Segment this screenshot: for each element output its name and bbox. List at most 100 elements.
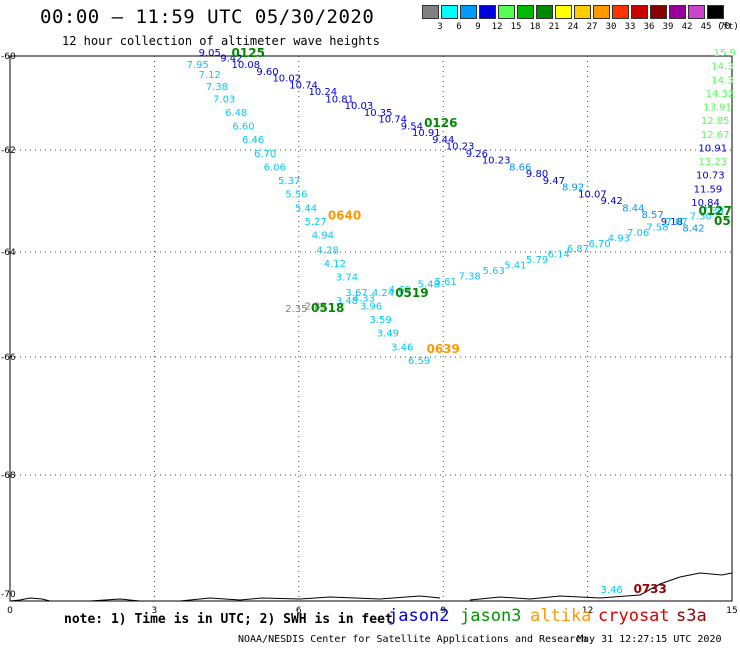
y-tick-label: -62 [1, 146, 16, 156]
swh-value-label: 7.03 [213, 94, 235, 105]
swh-value-label: 10.73 [696, 171, 725, 182]
legend-swatch-36 [631, 5, 648, 19]
legend-swatch-15 [498, 5, 515, 19]
footer-note: note: 1) Time is in UTC; 2) SWH is in fe… [64, 612, 393, 627]
satellite-label-jason3: jason3 [460, 606, 522, 626]
swh-value-label: 5.48 [418, 280, 440, 291]
y-tick-label: -68 [1, 471, 16, 481]
legend-swatch-30 [593, 5, 610, 19]
swh-value-label: 12.67 [701, 130, 730, 141]
swh-value-label: 6.06 [264, 162, 286, 173]
swh-value-label: 2.35 [285, 304, 307, 315]
legend-swatch-27 [574, 5, 591, 19]
pass-time-label: 0640 [328, 209, 361, 223]
swh-value-label: 8.57 [641, 210, 663, 221]
swh-value-label: 3.46 [601, 585, 623, 596]
legend-label-30: 30 [605, 22, 617, 32]
swh-value-label: 10.03 [345, 101, 374, 112]
swh-value-label: 9.42 [220, 53, 242, 64]
satellite-label-altika: altika [530, 606, 592, 626]
swh-value-label: 3.46 [391, 342, 413, 353]
legend-swatch-6 [441, 5, 458, 19]
swh-value-label: 5.44 [295, 203, 317, 214]
swh-value-label: 6.70 [589, 239, 611, 250]
legend-label-6: 6 [456, 22, 462, 32]
swh-value-label: 11.59 [694, 184, 723, 195]
swh-value-label: 3.49 [377, 329, 399, 340]
swh-value-label: 7.38 [459, 271, 481, 282]
legend-label-12: 12 [491, 22, 503, 32]
swh-value-label: 10.23 [482, 155, 511, 166]
swh-value-label: 8.92 [562, 183, 584, 194]
chart-subtitle: 12 hour collection of altimeter wave hei… [62, 34, 380, 48]
legend-swatch-18 [517, 5, 534, 19]
swh-value-label: 5.41 [504, 261, 526, 272]
legend-label-70: 70 [719, 22, 731, 32]
swh-value-label: 9.60 [256, 67, 278, 78]
swh-value-label: 5.27 [305, 217, 327, 228]
swh-value-label: 9.54 [401, 122, 423, 133]
swh-value-label: 10.74 [378, 114, 407, 125]
legend-label-39: 39 [662, 22, 674, 32]
swh-value-label: 3.74 [336, 273, 358, 284]
swh-value-label: 4.60 [389, 285, 411, 296]
swh-value-label: 10.74 [289, 81, 318, 92]
swh-value-label: 9.42 [601, 196, 623, 207]
legend-label-36: 36 [643, 22, 655, 32]
legend-label-45: 45 [700, 22, 712, 32]
satellite-label-jason2: jason2 [388, 606, 450, 626]
swh-value-label: 9.44 [432, 135, 454, 146]
swh-value-label: 4.24 [372, 288, 394, 299]
swh-value-label: 13.91 [703, 103, 732, 114]
pass-time-label: 0639 [426, 342, 459, 356]
legend-label-27: 27 [586, 22, 598, 32]
legend-swatch-33 [612, 5, 629, 19]
swh-value-label: 6.48 [225, 108, 247, 119]
legend-swatch-45 [688, 5, 705, 19]
swh-value-label: 10.23 [446, 142, 475, 153]
swh-value-label: 8.44 [622, 203, 644, 214]
legend-swatch-21 [536, 5, 553, 19]
x-tick-label: 9 [440, 606, 446, 616]
swh-value-label: 7.30 [690, 212, 712, 223]
swh-value-label: 7.95 [187, 60, 209, 71]
swh-value-label: 7.58 [646, 222, 668, 233]
pass-time-label: 0518 [311, 301, 344, 315]
swh-value-label: 9.47 [543, 176, 565, 187]
swh-value-label: 6.87 [567, 244, 589, 255]
y-tick-label: -64 [1, 248, 16, 258]
swh-value-label: 14.32 [706, 89, 735, 100]
x-tick-label: 0 [7, 606, 13, 616]
swh-value-label: 7.30 [702, 206, 724, 217]
legend-swatch-39 [650, 5, 667, 19]
legend-label-18: 18 [529, 22, 541, 32]
coastline [9, 572, 733, 602]
swh-value-label: 10.81 [325, 94, 354, 105]
swh-value-label: 5.56 [285, 190, 307, 201]
swh-value-label: 5.37 [278, 176, 300, 187]
legend-swatch-3 [422, 5, 439, 19]
swh-value-label: 8.66 [509, 162, 531, 173]
pass-time-label: 0733 [633, 582, 666, 596]
x-tick-label: 6 [296, 606, 302, 616]
swh-value-label: 8.42 [682, 223, 704, 234]
pass-time-label: 0126 [424, 116, 457, 130]
legend-label-42: 42 [681, 22, 693, 32]
swh-value-label: 13.23 [698, 157, 727, 168]
swh-value-label: 3.59 [369, 315, 391, 326]
swh-value-label: 3.67 [345, 288, 367, 299]
legend-swatch-24 [555, 5, 572, 19]
legend-label-15: 15 [510, 22, 522, 32]
chart-title: 00:00 – 11:59 UTC 05/30/2020 [40, 6, 375, 28]
x-tick-label: 3 [152, 606, 158, 616]
swh-value-label: 9.26 [466, 149, 488, 160]
swh-value-label: 4.33 [353, 293, 375, 304]
swh-value-label: 7.38 [206, 82, 228, 93]
swh-value-label: 14.3 [711, 75, 733, 86]
swh-value-label: 6.70 [254, 149, 276, 160]
swh-value-label: 6.14 [548, 250, 570, 261]
swh-value-label: 7.67 [666, 217, 688, 228]
plot-frame [9, 55, 733, 602]
y-tick-label: -60 [1, 52, 16, 62]
